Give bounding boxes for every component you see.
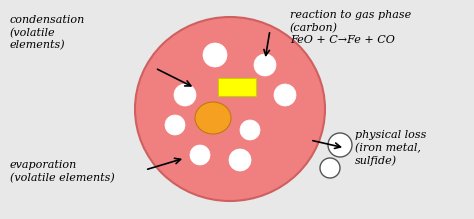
Text: reaction to gas phase
(carbon)
FeO + C→Fe + CO: reaction to gas phase (carbon) FeO + C→F… [290,10,411,45]
Circle shape [254,54,276,76]
Circle shape [274,84,296,106]
Circle shape [320,158,340,178]
Circle shape [328,133,352,157]
Text: condensation
(volatile
elements): condensation (volatile elements) [10,15,85,51]
Text: evaporation
(volatile elements): evaporation (volatile elements) [10,160,115,183]
Ellipse shape [195,102,231,134]
Circle shape [190,145,210,165]
Ellipse shape [135,17,325,201]
Circle shape [229,149,251,171]
Circle shape [165,115,185,135]
Circle shape [240,120,260,140]
Circle shape [203,43,227,67]
Text: physical loss
(iron metal,
sulfide): physical loss (iron metal, sulfide) [355,130,427,166]
Circle shape [174,84,196,106]
Bar [218,78,256,96]
